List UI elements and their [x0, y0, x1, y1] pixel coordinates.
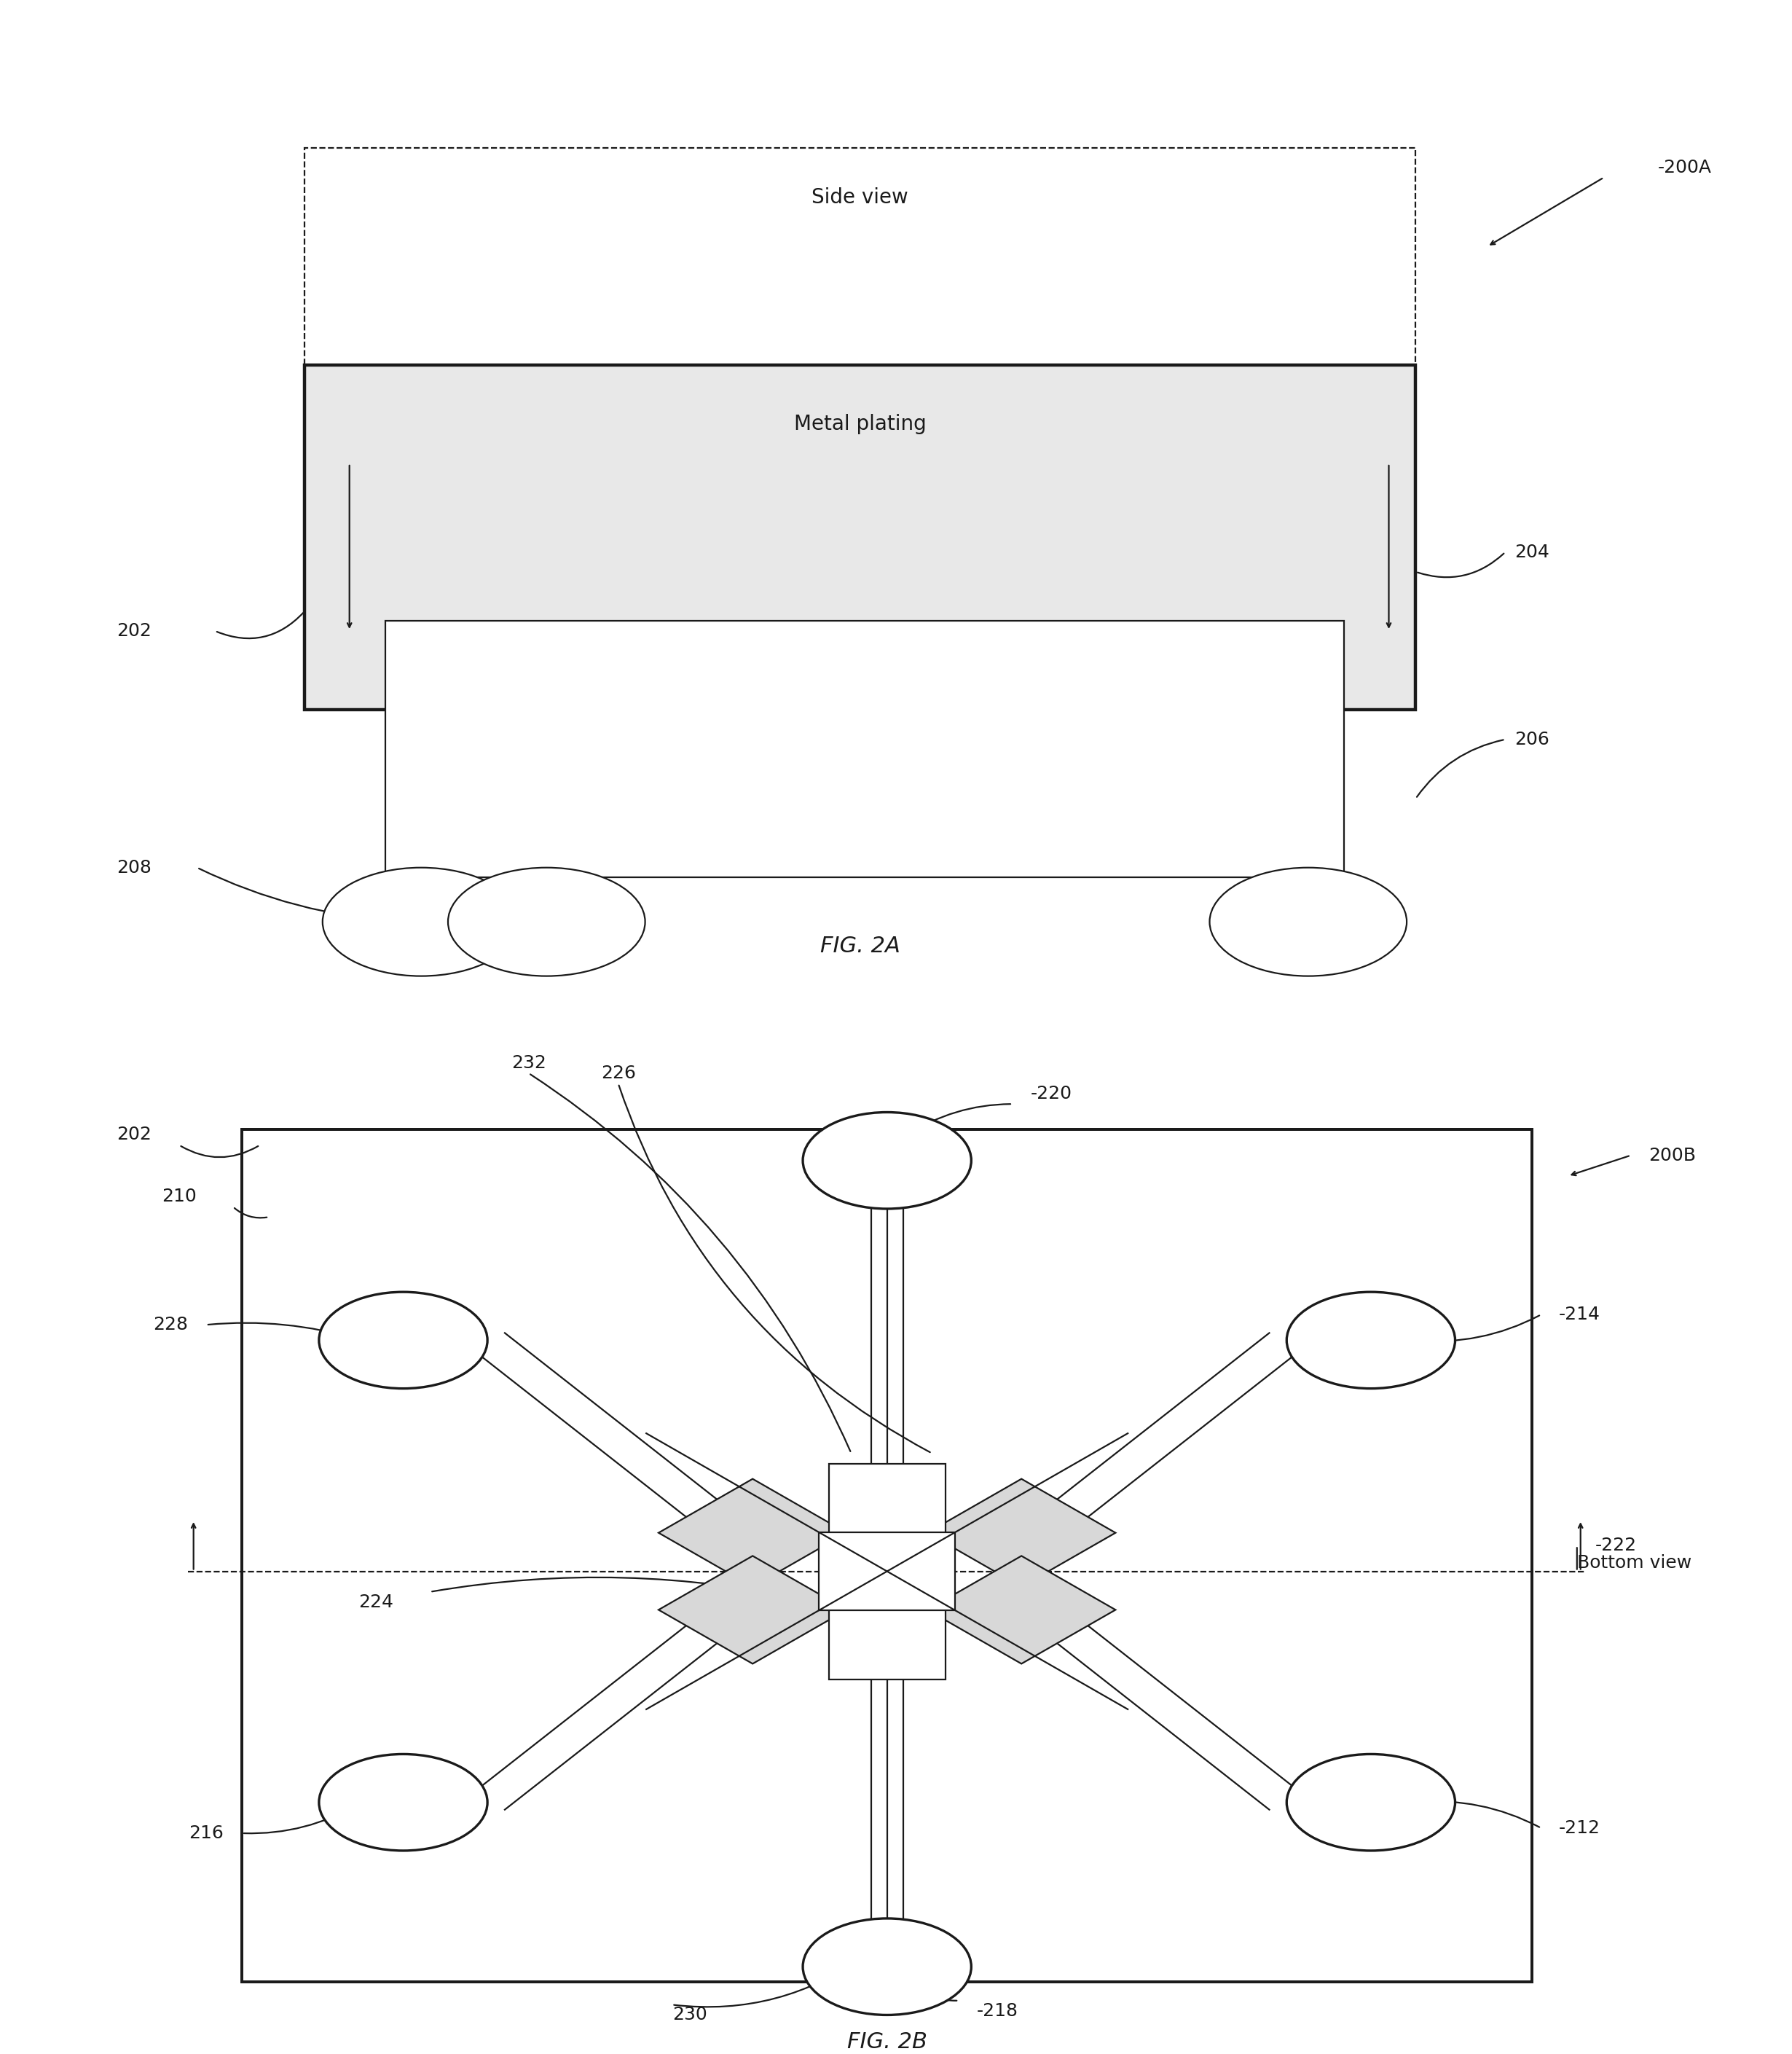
Circle shape	[1287, 1292, 1455, 1389]
Text: -222: -222	[1595, 1536, 1636, 1555]
Circle shape	[448, 867, 645, 976]
Text: -212: -212	[1559, 1820, 1600, 1836]
Text: 232: 232	[511, 1054, 547, 1072]
Circle shape	[803, 1113, 971, 1208]
Text: Ferrite: Ferrite	[828, 680, 892, 700]
Text: 204: 204	[1514, 544, 1548, 561]
Polygon shape	[819, 1532, 955, 1610]
Text: 230: 230	[672, 2007, 708, 2023]
Text: 206: 206	[1514, 731, 1548, 748]
Text: 208: 208	[116, 859, 152, 877]
Text: FIG. 2A: FIG. 2A	[821, 937, 900, 957]
Text: Side view: Side view	[812, 187, 909, 207]
Text: Bottom view: Bottom view	[1577, 1555, 1692, 1571]
Text: 226: 226	[600, 1064, 636, 1082]
Polygon shape	[828, 1462, 946, 1571]
Circle shape	[323, 867, 520, 976]
Polygon shape	[928, 1557, 1115, 1664]
Circle shape	[803, 1918, 971, 2015]
Text: Metal plating: Metal plating	[794, 413, 926, 433]
Polygon shape	[242, 1130, 1532, 1982]
Polygon shape	[305, 366, 1416, 711]
Text: 200B: 200B	[1649, 1146, 1695, 1165]
Circle shape	[319, 1754, 487, 1851]
Text: -218: -218	[977, 2003, 1018, 2019]
Circle shape	[1210, 867, 1407, 976]
Polygon shape	[659, 1557, 846, 1664]
Polygon shape	[385, 620, 1344, 877]
Text: -200A: -200A	[1658, 158, 1711, 177]
Circle shape	[319, 1292, 487, 1389]
Text: 228: 228	[152, 1317, 188, 1333]
Text: -220: -220	[1030, 1085, 1072, 1103]
Polygon shape	[928, 1479, 1115, 1586]
Text: 202: 202	[116, 622, 152, 639]
Text: -214: -214	[1559, 1306, 1600, 1323]
Text: 210: 210	[161, 1187, 197, 1206]
Circle shape	[1287, 1754, 1455, 1851]
Text: 224: 224	[358, 1594, 394, 1610]
Text: 216: 216	[188, 1824, 224, 1842]
Text: 202: 202	[116, 1126, 152, 1144]
Text: FIG. 2B: FIG. 2B	[848, 2031, 926, 2052]
Polygon shape	[828, 1571, 946, 1680]
Polygon shape	[659, 1479, 846, 1586]
